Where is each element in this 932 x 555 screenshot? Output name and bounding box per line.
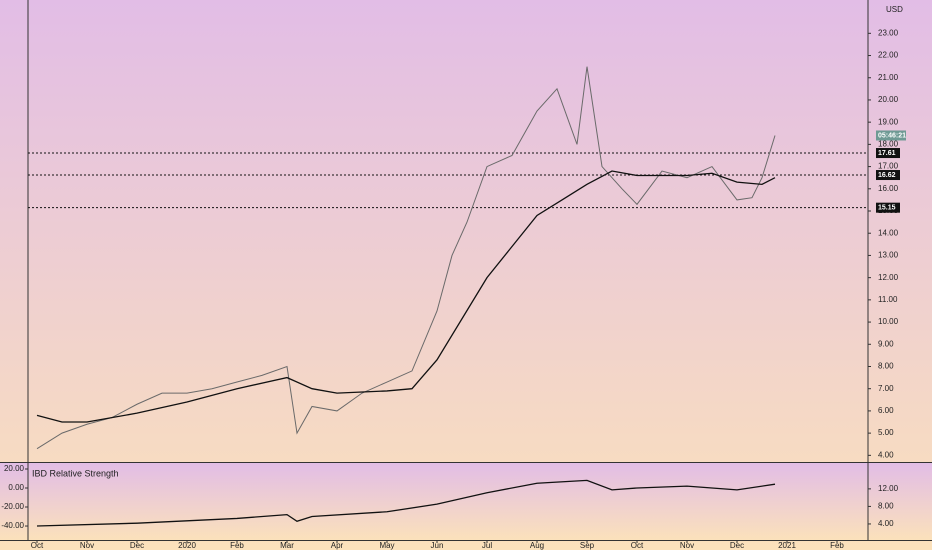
y-tick-label: 8.00 — [878, 362, 894, 371]
y-tick-label: 5.00 — [878, 428, 894, 437]
rs-y-tick-label: -40.00 — [1, 521, 24, 530]
level-tag — [876, 202, 900, 213]
y-tick-label: 4.00 — [878, 450, 894, 459]
x-tick-label: Nov — [80, 541, 94, 550]
x-tick-label: Oct — [31, 541, 44, 550]
series-line — [36, 479, 776, 527]
x-tick-label: Dec — [130, 541, 144, 550]
rs-y-tick-label: -20.00 — [1, 502, 24, 511]
x-tick-label: Feb — [830, 541, 844, 550]
y-tick-label: 18.00 — [878, 139, 899, 148]
y-tick-label: 14.00 — [878, 228, 899, 237]
x-tick-label: Nov — [680, 541, 694, 550]
x-tick-label: Dec — [730, 541, 744, 550]
y-tick-label: 6.00 — [878, 406, 894, 415]
x-tick-label: Mar — [280, 541, 294, 550]
x-tick-label: Oct — [631, 541, 644, 550]
y-tick-label: 10.00 — [878, 317, 899, 326]
level-tag — [876, 148, 900, 159]
y-tick-label: 21.00 — [878, 73, 899, 82]
x-tick-label: Jun — [431, 541, 444, 550]
y-tick-label: 11.00 — [878, 295, 898, 304]
y-tick-label: 23.00 — [878, 28, 899, 37]
x-tick-label: Feb — [230, 541, 244, 550]
y-tick-label: 12.00 — [878, 273, 899, 282]
y-tick-label: 7.00 — [878, 384, 894, 393]
x-tick-label: Apr — [331, 541, 344, 550]
x-tick-label: Jul — [482, 541, 492, 550]
rs-y2-tick-label: 8.00 — [878, 502, 894, 511]
x-tick-label: Aug — [530, 541, 544, 550]
level-label: 17.61 — [878, 150, 896, 157]
series-line — [36, 170, 776, 423]
x-tick-label: 2021 — [778, 541, 796, 550]
rs-pane-bg — [0, 463, 932, 540]
y-tick-label: 22.00 — [878, 51, 899, 60]
y-tick-label: 17.00 — [878, 162, 899, 171]
price-tag — [876, 130, 906, 141]
level-tag — [876, 170, 900, 181]
series-line — [36, 66, 776, 450]
countdown: 05:46:21 — [878, 132, 906, 139]
currency: USD — [886, 5, 903, 14]
x-tick-label: Sep — [580, 541, 595, 550]
y-tick-label: 16.00 — [878, 184, 899, 193]
rs-y2-tick-label: 12.00 — [878, 484, 899, 493]
y-tick-label: 13.00 — [878, 251, 899, 260]
level-label: 15.15 — [878, 205, 896, 212]
y-tick-label: 19.00 — [878, 117, 899, 126]
rs-y-tick-label: 20.00 — [4, 464, 25, 473]
level-label: 16.62 — [878, 172, 896, 179]
x-tick-label: May — [379, 541, 394, 550]
y-tick-label: 20.00 — [878, 95, 899, 104]
rs-y2-tick-label: 4.00 — [878, 519, 894, 528]
x-tick-label: 2020 — [178, 541, 196, 550]
pane-title: IBD Relative Strength — [32, 468, 119, 478]
y-tick-label: 9.00 — [878, 339, 894, 348]
rs-y-tick-label: 0.00 — [8, 483, 24, 492]
